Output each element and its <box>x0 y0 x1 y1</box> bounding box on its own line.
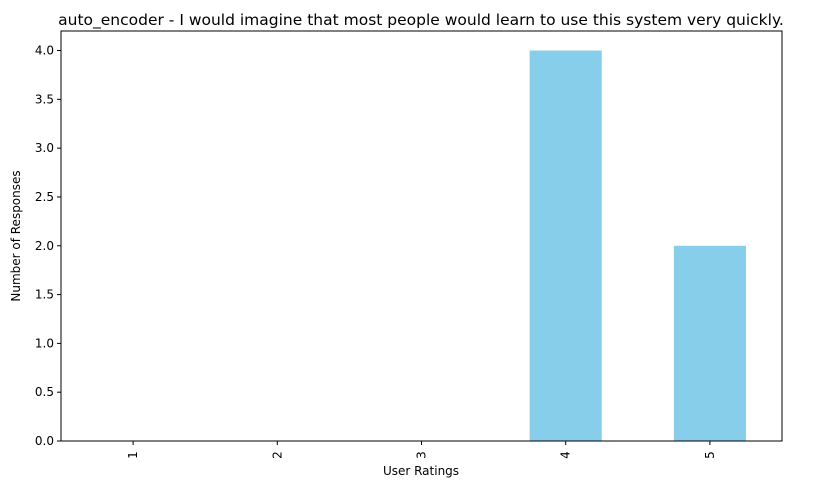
y-tick-label: 2.0 <box>35 239 54 253</box>
x-tick-label: 5 <box>703 451 717 459</box>
y-tick-label: 4.0 <box>35 44 54 58</box>
y-tick-label: 1.5 <box>35 288 54 302</box>
bar-5 <box>673 245 746 441</box>
bar-4 <box>529 50 602 442</box>
y-tick-label: 0.0 <box>35 434 54 448</box>
x-tick-label: 4 <box>559 451 573 459</box>
bars-group <box>529 50 746 442</box>
x-tick-label: 3 <box>415 451 429 459</box>
x-tick-label: 2 <box>270 451 284 459</box>
chart-title: auto_encoder - I would imagine that most… <box>58 11 784 30</box>
y-axis-label: Number of Responses <box>9 170 23 301</box>
x-axis-ticks: 1 2 3 4 5 <box>126 441 717 459</box>
y-axis-ticks: 0.0 0.5 1.0 1.5 2.0 2.5 3.0 3.5 4.0 <box>35 44 61 448</box>
x-tick-label: 1 <box>126 451 140 459</box>
y-tick-label: 2.5 <box>35 190 54 204</box>
plot-frame <box>60 30 783 442</box>
y-tick-label: 1.0 <box>35 336 54 350</box>
x-axis-label: User Ratings <box>383 464 459 478</box>
y-tick-label: 3.5 <box>35 92 54 106</box>
y-tick-label: 0.5 <box>35 385 54 399</box>
y-tick-label: 3.0 <box>35 141 54 155</box>
